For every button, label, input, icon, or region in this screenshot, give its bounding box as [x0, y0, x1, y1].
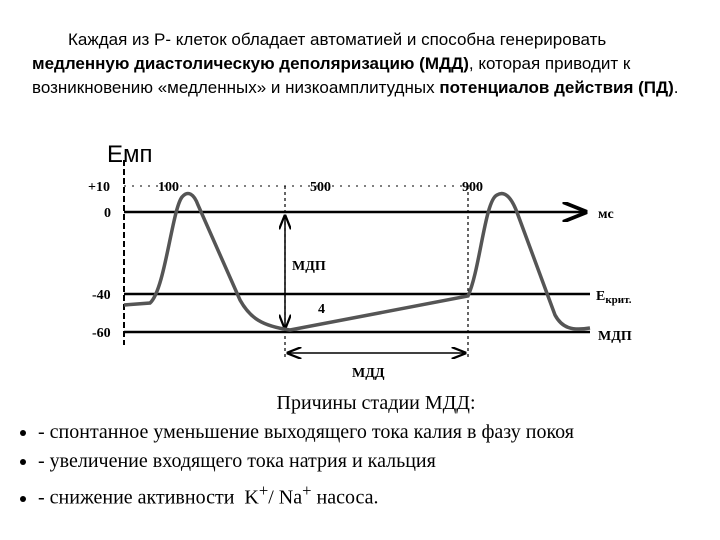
x-tick: 900: [462, 180, 483, 195]
threshold-label: Екрит.: [596, 289, 632, 306]
cause-item: - спонтанное уменьшение выходящего тока …: [38, 418, 720, 447]
bold-text: медленную диастолическую деполяризацию (…: [32, 54, 469, 73]
x-tick: 100: [158, 180, 179, 195]
axes: [123, 160, 590, 358]
potential-curve: [123, 191, 591, 332]
causes: Причины стадии МДД: - спонтанное уменьше…: [20, 388, 720, 513]
y-tick: -60: [92, 326, 111, 341]
text: .: [673, 78, 679, 97]
text: / Na: [268, 486, 303, 509]
superscript: +: [302, 481, 312, 500]
mdp-label: МДП: [598, 329, 632, 344]
causes-list: - спонтанное уменьшение выходящего тока …: [20, 418, 720, 513]
intro-paragraph: Каждая из Р- клеток обладает автоматией …: [32, 28, 697, 100]
mdd-label: МДД: [352, 366, 385, 381]
causes-title: Причины стадии МДД:: [276, 392, 476, 414]
y-label: Емп: [107, 141, 153, 168]
superscript: +: [258, 481, 269, 500]
x-unit: мс: [598, 207, 614, 222]
text: , которая приводит к возникновению «медл…: [32, 54, 631, 97]
cause-item: - увеличение входящего тока натрия и кал…: [38, 447, 720, 476]
text: Каждая из Р- клеток обладает автоматией …: [68, 30, 607, 49]
text: - снижение активности K: [38, 486, 259, 509]
mdp-arrow-label: МДП: [292, 259, 326, 274]
cause-item: - снижение активности K+/ Na+ насоса.: [38, 476, 720, 513]
x-tick: 500: [310, 180, 331, 195]
y-tick: +10: [88, 180, 110, 195]
y-tick: -40: [92, 288, 111, 303]
bold-text: потенциалов действия (ПД): [439, 78, 674, 97]
text: Е: [596, 289, 605, 304]
phase-label: 4: [318, 302, 325, 317]
subscript: крит.: [605, 294, 631, 306]
text: насоса.: [311, 486, 379, 509]
y-tick: 0: [104, 206, 111, 221]
